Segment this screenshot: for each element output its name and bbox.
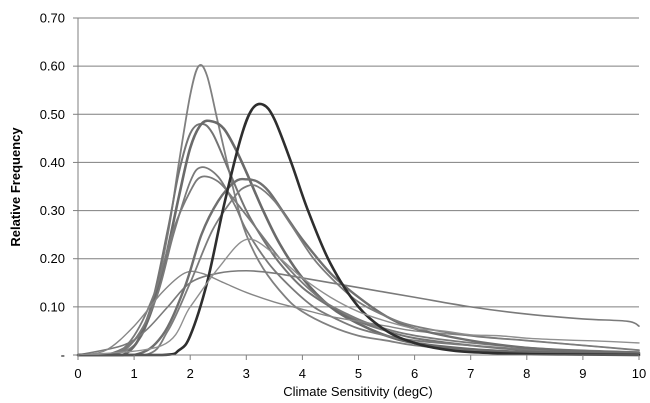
x-tick-label: 6 xyxy=(411,366,418,381)
series-line-10 xyxy=(76,102,641,357)
x-tick-label: 9 xyxy=(579,366,586,381)
y-tick-labels: - 0.10 0.20 0.30 0.40 0.50 0.60 0.70 xyxy=(40,11,65,363)
x-tick-label: 7 xyxy=(467,366,474,381)
y-tick-label: 0.50 xyxy=(40,107,65,122)
x-tick-label: 8 xyxy=(523,366,530,381)
x-tick-label: 1 xyxy=(130,366,137,381)
series-line-6 xyxy=(77,269,640,356)
series-line-9 xyxy=(77,184,640,356)
y-tick-label: 0.70 xyxy=(40,11,65,26)
x-tick-label: 3 xyxy=(243,366,250,381)
x-tick-label: 2 xyxy=(187,366,194,381)
y-tick-label: 0.20 xyxy=(40,251,65,266)
series-line-11 xyxy=(77,238,640,356)
series-line-5 xyxy=(77,175,640,356)
axes xyxy=(73,17,640,360)
series-lines xyxy=(76,64,641,357)
x-tick-label: 4 xyxy=(299,366,306,381)
y-tick-label: 0.30 xyxy=(40,203,65,218)
y-axis-title: Relative Frequency xyxy=(8,127,23,247)
series-line-8 xyxy=(76,177,641,357)
y-tick-label: 0.10 xyxy=(40,299,65,314)
x-tick-label: 5 xyxy=(355,366,362,381)
y-tick-label: 0.60 xyxy=(40,59,65,74)
series-line-4 xyxy=(77,166,640,356)
x-tick-label: 0 xyxy=(74,366,81,381)
y-tick-label: 0.40 xyxy=(40,155,65,170)
x-tick-labels: 0 1 2 3 4 5 6 7 8 9 10 xyxy=(74,366,646,381)
y-tick-label: - xyxy=(61,348,65,363)
x-tick-label: 10 xyxy=(632,366,646,381)
x-axis-title: Climate Sensitivity (degC) xyxy=(283,384,433,399)
series-line-2 xyxy=(77,122,640,356)
